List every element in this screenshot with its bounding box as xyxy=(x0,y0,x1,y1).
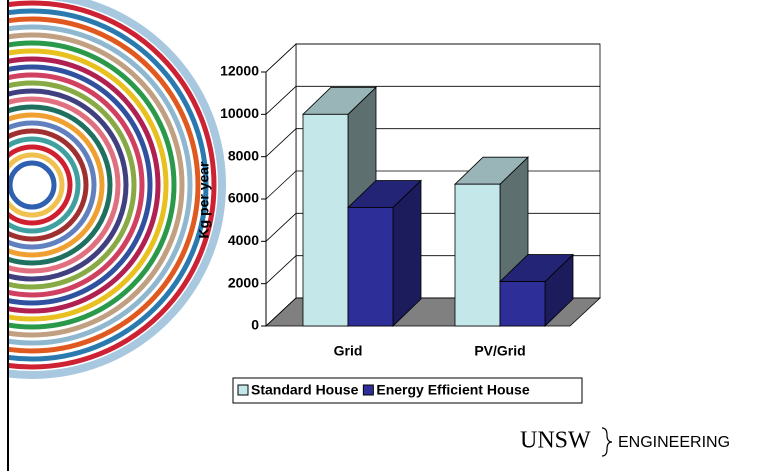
y-tick-label: 4000 xyxy=(228,232,259,248)
ring xyxy=(8,160,57,210)
ring xyxy=(8,120,97,250)
ring xyxy=(8,16,201,354)
ring xyxy=(8,40,177,330)
ring xyxy=(8,96,121,274)
ring xyxy=(8,80,137,290)
bar xyxy=(454,183,501,327)
bar xyxy=(302,113,349,327)
logo: UNSW ENGINEERING xyxy=(520,427,730,457)
logo-name: UNSW xyxy=(520,428,591,454)
y-tick-label: 2000 xyxy=(228,274,259,290)
ring xyxy=(8,88,129,282)
bar xyxy=(499,281,546,327)
grid-line xyxy=(265,85,600,115)
ring xyxy=(8,56,161,314)
ring xyxy=(8,32,185,338)
legend-box xyxy=(232,377,583,404)
ring xyxy=(8,24,193,346)
ring xyxy=(8,0,226,379)
grid-line xyxy=(265,128,600,157)
legend-label: Energy Efficient House xyxy=(376,382,529,398)
y-axis-label: Kg per year xyxy=(196,161,212,239)
logo-faculty: ENGINEERING xyxy=(618,434,730,451)
logo-brace xyxy=(601,427,613,457)
x-tick-label: Grid xyxy=(334,343,363,359)
ring xyxy=(8,8,209,362)
ring xyxy=(8,48,169,322)
bar xyxy=(347,207,394,327)
ring xyxy=(8,152,65,218)
y-tick-label: 8000 xyxy=(228,147,259,163)
x-tick-label: PV/Grid xyxy=(474,343,525,359)
y-tick-label: 12000 xyxy=(220,63,259,79)
legend-swatch xyxy=(237,384,249,396)
ring xyxy=(8,104,113,266)
ring xyxy=(8,112,105,258)
ring xyxy=(8,72,145,298)
chart: 0 2000 4000 6000 8000 10000 12000 Grid PV/Grid xyxy=(220,43,602,359)
decorative-rings xyxy=(8,0,226,379)
legend-label: Standard House xyxy=(251,382,359,398)
ring xyxy=(8,128,89,242)
ring xyxy=(8,136,81,234)
ring xyxy=(8,64,153,306)
y-tick-label: 10000 xyxy=(220,105,259,121)
ring xyxy=(8,144,73,226)
ring xyxy=(8,0,217,370)
y-tick-label: 6000 xyxy=(228,190,259,206)
y-tick-label: 0 xyxy=(251,317,259,333)
grid-line xyxy=(265,43,600,73)
legend-swatch xyxy=(362,384,374,396)
